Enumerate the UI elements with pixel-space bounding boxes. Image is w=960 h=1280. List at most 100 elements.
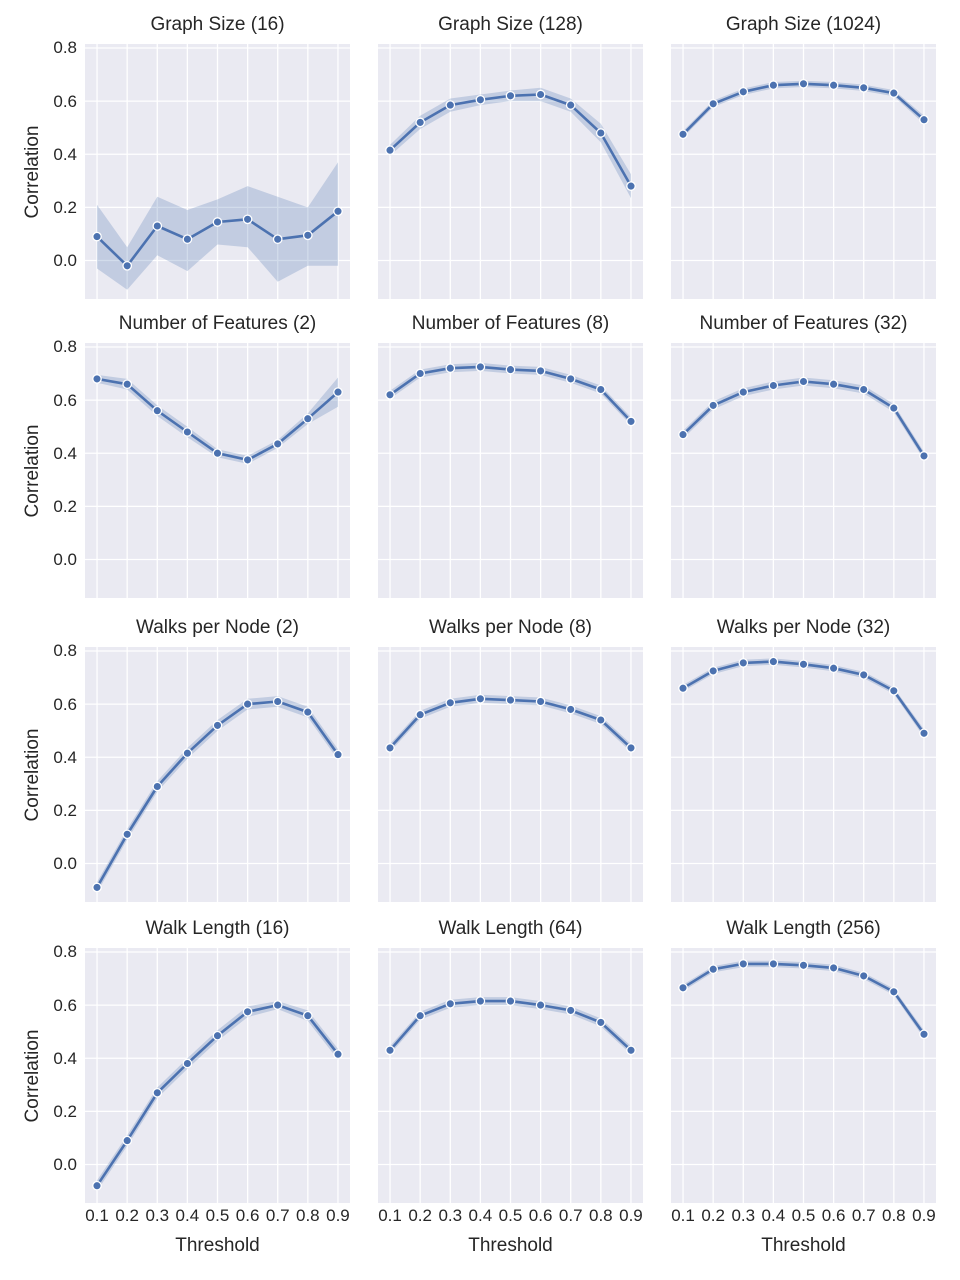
chart-canvas: [671, 948, 936, 1203]
x-tick-label: 0.5: [205, 1206, 230, 1225]
data-point: [565, 374, 576, 384]
x-tick-label: 0.1: [378, 1206, 402, 1225]
subplot-title: Number of Features (8): [411, 313, 610, 334]
data-point: [595, 128, 606, 138]
data-point: [678, 683, 688, 694]
chart-canvas: [378, 44, 643, 299]
x-axis-label: Threshold: [761, 1235, 846, 1256]
data-point: [565, 1005, 576, 1016]
data-point: [272, 696, 283, 707]
data-point: [475, 693, 486, 704]
data-point: [475, 94, 486, 105]
data-point: [678, 129, 688, 140]
data-point: [272, 234, 283, 245]
x-tick-label: 0.6: [235, 1206, 260, 1225]
data-point: [445, 100, 456, 110]
data-point: [828, 963, 839, 973]
y-tick-label: 0.0: [53, 1154, 77, 1174]
y-tick-label: 0.0: [53, 853, 77, 873]
data-point: [919, 1029, 929, 1040]
data-point: [888, 403, 899, 413]
data-point: [828, 379, 839, 390]
data-point: [475, 996, 486, 1006]
data-point: [385, 1045, 395, 1056]
y-tick-label: 0.8: [53, 942, 77, 962]
data-point: [333, 206, 343, 217]
x-tick-label: 0.2: [701, 1206, 725, 1225]
data-point: [535, 696, 546, 707]
x-tick-label: 0.1: [671, 1206, 695, 1225]
data-point: [768, 656, 779, 667]
x-tick-label: 0.8: [296, 1206, 320, 1225]
data-point: [385, 389, 395, 400]
x-axis-label: Threshold: [175, 1235, 260, 1256]
data-point: [272, 439, 283, 449]
x-tick-label: 0.3: [731, 1206, 756, 1225]
data-point: [919, 728, 929, 739]
y-tick-label: 0.2: [53, 197, 77, 217]
data-point: [595, 1017, 606, 1028]
data-point: [242, 214, 253, 225]
data-point: [415, 1010, 426, 1021]
x-tick-label: 0.4: [761, 1206, 786, 1225]
data-point: [708, 964, 719, 975]
x-tick-label: 0.9: [326, 1206, 350, 1225]
data-point: [385, 743, 395, 753]
data-point: [242, 699, 253, 709]
chart-canvas: [378, 948, 643, 1203]
data-point: [445, 998, 456, 1009]
chart-canvas: [85, 948, 350, 1203]
chart-canvas: [85, 647, 350, 902]
data-point: [505, 695, 516, 705]
y-tick-label: 0.0: [53, 549, 77, 569]
data-point: [505, 996, 516, 1006]
data-point: [919, 114, 929, 125]
x-tick-label: 0.6: [821, 1206, 846, 1225]
y-tick-label: 0.4: [53, 443, 77, 463]
data-point: [858, 971, 869, 981]
data-point: [505, 90, 516, 101]
data-point: [708, 98, 719, 109]
subplot-walks-per-node-32: Walks per Node (32): [671, 617, 936, 902]
data-point: [768, 80, 779, 91]
data-point: [595, 384, 606, 395]
chart-canvas: [85, 343, 350, 598]
subplot-graph-size-1024: Graph Size (1024): [671, 14, 936, 299]
chart-canvas: [671, 44, 936, 299]
y-axis-label: Correlation: [22, 125, 43, 218]
subplot-walk-length-16: Walk Length (16) 0.8 0.6 0.4 0.2 0.0 Correlati…: [22, 918, 350, 1256]
chart-canvas: [671, 343, 936, 598]
data-point: [182, 1058, 193, 1069]
x-tick-label: 0.3: [145, 1206, 170, 1225]
chart-canvas: [85, 44, 350, 299]
data-point: [798, 78, 809, 89]
subplot-title: Walk Length (256): [726, 918, 881, 939]
subplot-walk-length-64: Walk Length (64) 0.1 0.2 0.3 0.4 0.5 0.6 0.7 0.8…: [378, 918, 643, 1256]
data-point: [858, 82, 869, 93]
y-tick-label: 0.4: [53, 747, 77, 767]
data-point: [152, 405, 163, 416]
subplot-title: Graph Size (16): [150, 14, 285, 35]
data-point: [212, 1030, 223, 1041]
data-point: [182, 748, 193, 759]
subplot-walk-length-256: Walk Length (256) 0.1 0.2 0.3 0.4 0.5 0.6 0.7 0.…: [671, 918, 936, 1256]
y-axis-label: Correlation: [22, 424, 43, 517]
data-point: [182, 234, 193, 245]
subplot-number-of-features-2: Number of Features (2) 0.8 0.6 0.4 0.2 0.0 Cor…: [22, 313, 350, 598]
x-tick-label: 0.3: [438, 1206, 463, 1225]
data-point: [302, 230, 313, 241]
subplot-title: Graph Size (1024): [725, 14, 882, 35]
y-tick-label: 0.6: [53, 995, 77, 1015]
data-point: [828, 80, 839, 91]
data-point: [738, 658, 749, 668]
y-tick-label: 0.6: [53, 390, 77, 410]
subplot-graph-size-128: Graph Size (128): [378, 14, 643, 299]
x-tick-label: 0.8: [589, 1206, 613, 1225]
y-tick-label: 0.8: [53, 337, 77, 357]
y-tick-label: 0.8: [53, 38, 77, 58]
data-point: [565, 704, 576, 715]
subplot-walks-per-node-8: Walks per Node (8): [378, 617, 643, 902]
data-point: [798, 376, 809, 387]
subplot-title: Walk Length (64): [438, 918, 583, 939]
